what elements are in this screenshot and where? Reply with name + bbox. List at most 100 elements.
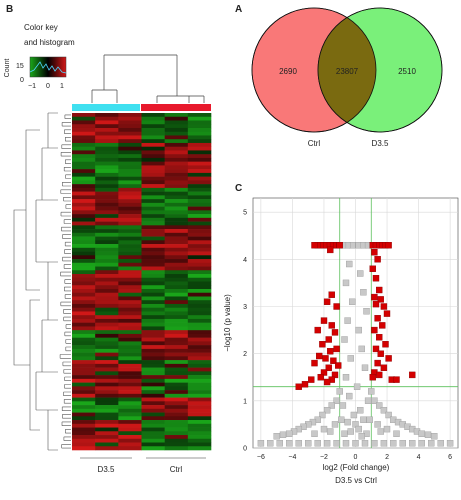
heatmap-cell [95, 367, 119, 372]
heatmap-cell [95, 146, 119, 151]
heatmap-cell [187, 360, 212, 365]
y-axis-label: −log10 (p value) [223, 294, 232, 352]
x-tick-label: −2 [320, 454, 328, 461]
heatmap-cell [72, 378, 96, 383]
heatmap-cell [164, 393, 189, 398]
heatmap-cell [164, 405, 189, 410]
heatmap-cell [187, 363, 212, 368]
point-not-significant [357, 270, 364, 277]
heatmap-cell [95, 307, 119, 312]
heatmap-cell [164, 259, 189, 264]
point-significant [331, 329, 339, 336]
heatmap-cell [72, 202, 96, 207]
heatmap-cell [95, 315, 119, 320]
panel-letter-b: B [6, 4, 14, 15]
heatmap-cell [118, 416, 142, 421]
point-significant [331, 371, 339, 379]
point-not-significant [286, 430, 293, 437]
venn-count-d35-only: 2510 [398, 67, 416, 76]
heatmap-cell [118, 251, 142, 256]
point-significant [336, 241, 343, 249]
heatmap-cell [95, 266, 119, 271]
heatmap-cell [72, 330, 96, 335]
point-not-significant [431, 433, 438, 440]
heatmap-cell [95, 333, 119, 338]
heatmap-cell [164, 296, 189, 301]
point-not-significant [380, 407, 388, 414]
heatmap-cell [164, 169, 189, 174]
heatmap-cell [72, 292, 96, 297]
point-significant [317, 374, 324, 381]
heatmap-cell [72, 266, 96, 271]
heatmap-cell [118, 146, 142, 151]
point-not-significant [295, 440, 302, 447]
heatmap-cell [72, 135, 96, 140]
heatmap-cell [95, 375, 119, 380]
heatmap-cell [95, 229, 119, 234]
heatmap-cell [187, 405, 212, 410]
heatmap-cell [118, 255, 142, 260]
heatmap-cell [118, 285, 142, 290]
heatmap-cell [72, 180, 96, 185]
point-significant [322, 355, 329, 362]
heatmap-cell [118, 195, 142, 200]
heatmap-cell [187, 303, 212, 309]
heatmap-cell [187, 420, 212, 425]
point-significant [371, 293, 378, 301]
heatmap-cell [72, 229, 96, 234]
heatmap-cell [118, 375, 142, 380]
heatmap-cell [187, 187, 212, 192]
heatmap-cell [118, 315, 142, 320]
heatmap-cell [164, 277, 189, 282]
group-label-ctrl: Ctrl [170, 465, 183, 474]
heatmap-cell [141, 408, 165, 413]
x-tick-label: 0 [354, 454, 358, 461]
heatmap-cell [187, 146, 212, 151]
heatmap-cell [95, 184, 119, 189]
heatmap-cell [118, 270, 142, 275]
heatmap-cell [164, 244, 189, 249]
point-significant [333, 345, 340, 353]
point-significant [374, 315, 381, 322]
point-not-significant [349, 298, 356, 305]
heatmap-cell [118, 307, 142, 312]
heatmap-cell [118, 169, 142, 174]
heatmap-cell [95, 124, 119, 129]
point-not-significant [305, 440, 312, 447]
heatmap-cell [187, 285, 212, 290]
heatmap-cell [164, 315, 189, 320]
venn-overlap [318, 8, 376, 132]
heatmap-cell [141, 427, 165, 432]
point-not-significant [323, 440, 331, 447]
point-not-significant [377, 428, 384, 435]
heatmap-cell [164, 127, 189, 133]
point-not-significant [333, 440, 340, 447]
point-not-significant [346, 392, 353, 400]
point-significant [374, 359, 381, 367]
heatmap-cell [141, 161, 165, 166]
heatmap-cell [72, 210, 96, 215]
heatmap-cell [118, 202, 142, 207]
heatmap-cell [187, 161, 212, 166]
heatmap-cell [95, 255, 119, 260]
heatmap-cell [187, 322, 212, 327]
heatmap-cell [164, 420, 189, 425]
heatmap-cell [95, 277, 119, 282]
heatmap-cell [72, 281, 96, 286]
heatmap-cell [164, 154, 189, 159]
heatmap-cell [72, 259, 96, 264]
heatmap-cell [118, 296, 142, 301]
heatmap-cell [187, 120, 212, 125]
heatmap-cell [72, 375, 96, 380]
heatmap-cell [118, 274, 142, 279]
heatmap-cell [141, 202, 165, 207]
heatmap-cell [95, 423, 119, 428]
heatmap-cell [141, 113, 165, 118]
heatmap-cell [164, 187, 189, 192]
heatmap-cell [95, 236, 119, 241]
heatmap-cell [118, 435, 142, 440]
heatmap-cell [164, 146, 189, 151]
heatmap-cell [72, 431, 96, 436]
heatmap-cell [187, 116, 212, 121]
heatmap-cell [95, 210, 119, 215]
